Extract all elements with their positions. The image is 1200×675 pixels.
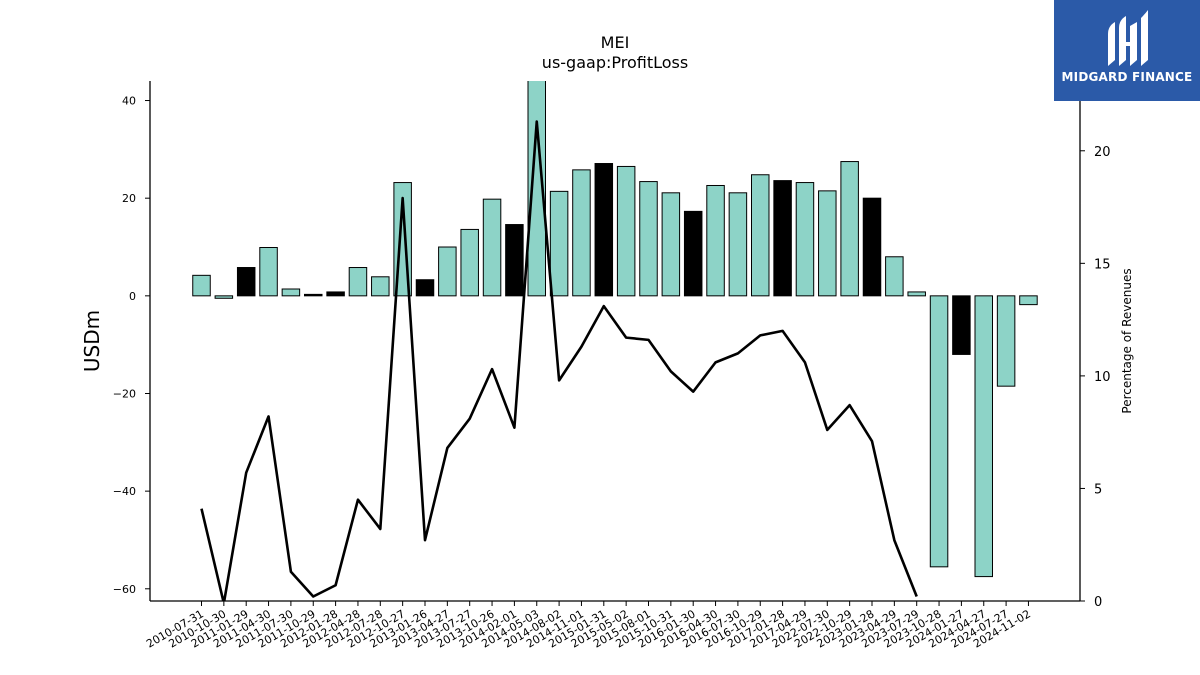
bar-series [192, 81, 1038, 578]
midgard-finance-logo: MIDGARD FINANCE [1054, 0, 1200, 101]
bar-2024-01-27 [952, 295, 971, 355]
right-axis-ticks: 0 5 10 15 20 [1080, 145, 1111, 610]
bar-2015-01-31 [594, 163, 614, 297]
y-tick-label: −40 [113, 485, 136, 498]
bar-2024-04-27 [974, 295, 993, 578]
axes [149, 81, 1081, 602]
bar-2022-10-29 [840, 161, 859, 297]
y-tick-label: 40 [122, 95, 136, 108]
bar-2013-07-27 [460, 228, 479, 297]
bar-2015-08-01 [639, 181, 658, 297]
bar-2011-10-29 [304, 293, 323, 297]
bar-2017-04-29 [795, 182, 815, 297]
x-axis-ticks: 2010-07-312010-10-302011-01-292011-04-30… [144, 601, 1033, 651]
bar-2012-01-28 [326, 291, 345, 297]
y2-tick-label: 15 [1094, 257, 1111, 272]
bar-2022-07-30 [818, 190, 837, 297]
y2-tick-label: 5 [1094, 482, 1102, 497]
bar-2014-11-01 [572, 169, 591, 297]
bar-2012-04-28 [348, 267, 368, 297]
line-series [200, 120, 918, 601]
left-axis-ticks: −60 −40 −20 0 20 40 [113, 95, 150, 596]
bar-2011-04-30 [259, 247, 278, 297]
bar-2015-05-02 [616, 165, 636, 297]
bar-2014-05-03 [527, 81, 546, 297]
y-tick-label: −60 [113, 583, 136, 596]
bar-2013-01-26 [415, 279, 435, 297]
bar-2010-10-30 [214, 295, 234, 299]
y-tick-label: −20 [113, 387, 136, 400]
y-axis-label: USDm [80, 310, 104, 372]
bar-2013-04-27 [438, 246, 457, 297]
bar-2023-10-28 [929, 295, 949, 568]
bar-2011-07-30 [281, 288, 301, 297]
bar-2024-07-27 [996, 295, 1016, 387]
bar-2023-07-29 [907, 291, 926, 297]
bar-2016-01-30 [683, 210, 703, 297]
bar-2011-01-29 [236, 267, 256, 297]
bar-2014-08-02 [549, 190, 569, 297]
midgard-logo-icon [1108, 10, 1148, 66]
y2-tick-label: 20 [1094, 145, 1111, 160]
bar-2023-04-29 [885, 256, 904, 297]
bar-2014-02-01 [505, 224, 524, 297]
bar-2013-10-26 [482, 198, 502, 297]
bar-2016-07-30 [728, 192, 748, 297]
bar-2012-07-28 [371, 276, 390, 297]
y2-tick-label: 10 [1094, 370, 1111, 385]
bar-2016-04-30 [706, 184, 725, 297]
bar-2024-11-02 [1019, 295, 1038, 306]
bar-2023-01-28 [862, 197, 882, 297]
y2-axis-label: Percentage of Revenues [1120, 268, 1134, 413]
bar-2017-01-28 [773, 180, 792, 297]
y2-tick-label: 0 [1094, 595, 1102, 610]
y-tick-label: 0 [129, 290, 136, 303]
pct-revenue-line [200, 120, 918, 601]
bar-2016-10-29 [751, 174, 770, 297]
bar-2015-10-31 [661, 192, 681, 297]
bar-2010-07-31 [192, 274, 211, 297]
logo-text: MIDGARD FINANCE [1061, 70, 1193, 84]
chart-title: MEI [601, 33, 630, 52]
chart-subtitle: us-gaap:ProfitLoss [542, 53, 688, 72]
y-tick-label: 20 [122, 192, 136, 205]
